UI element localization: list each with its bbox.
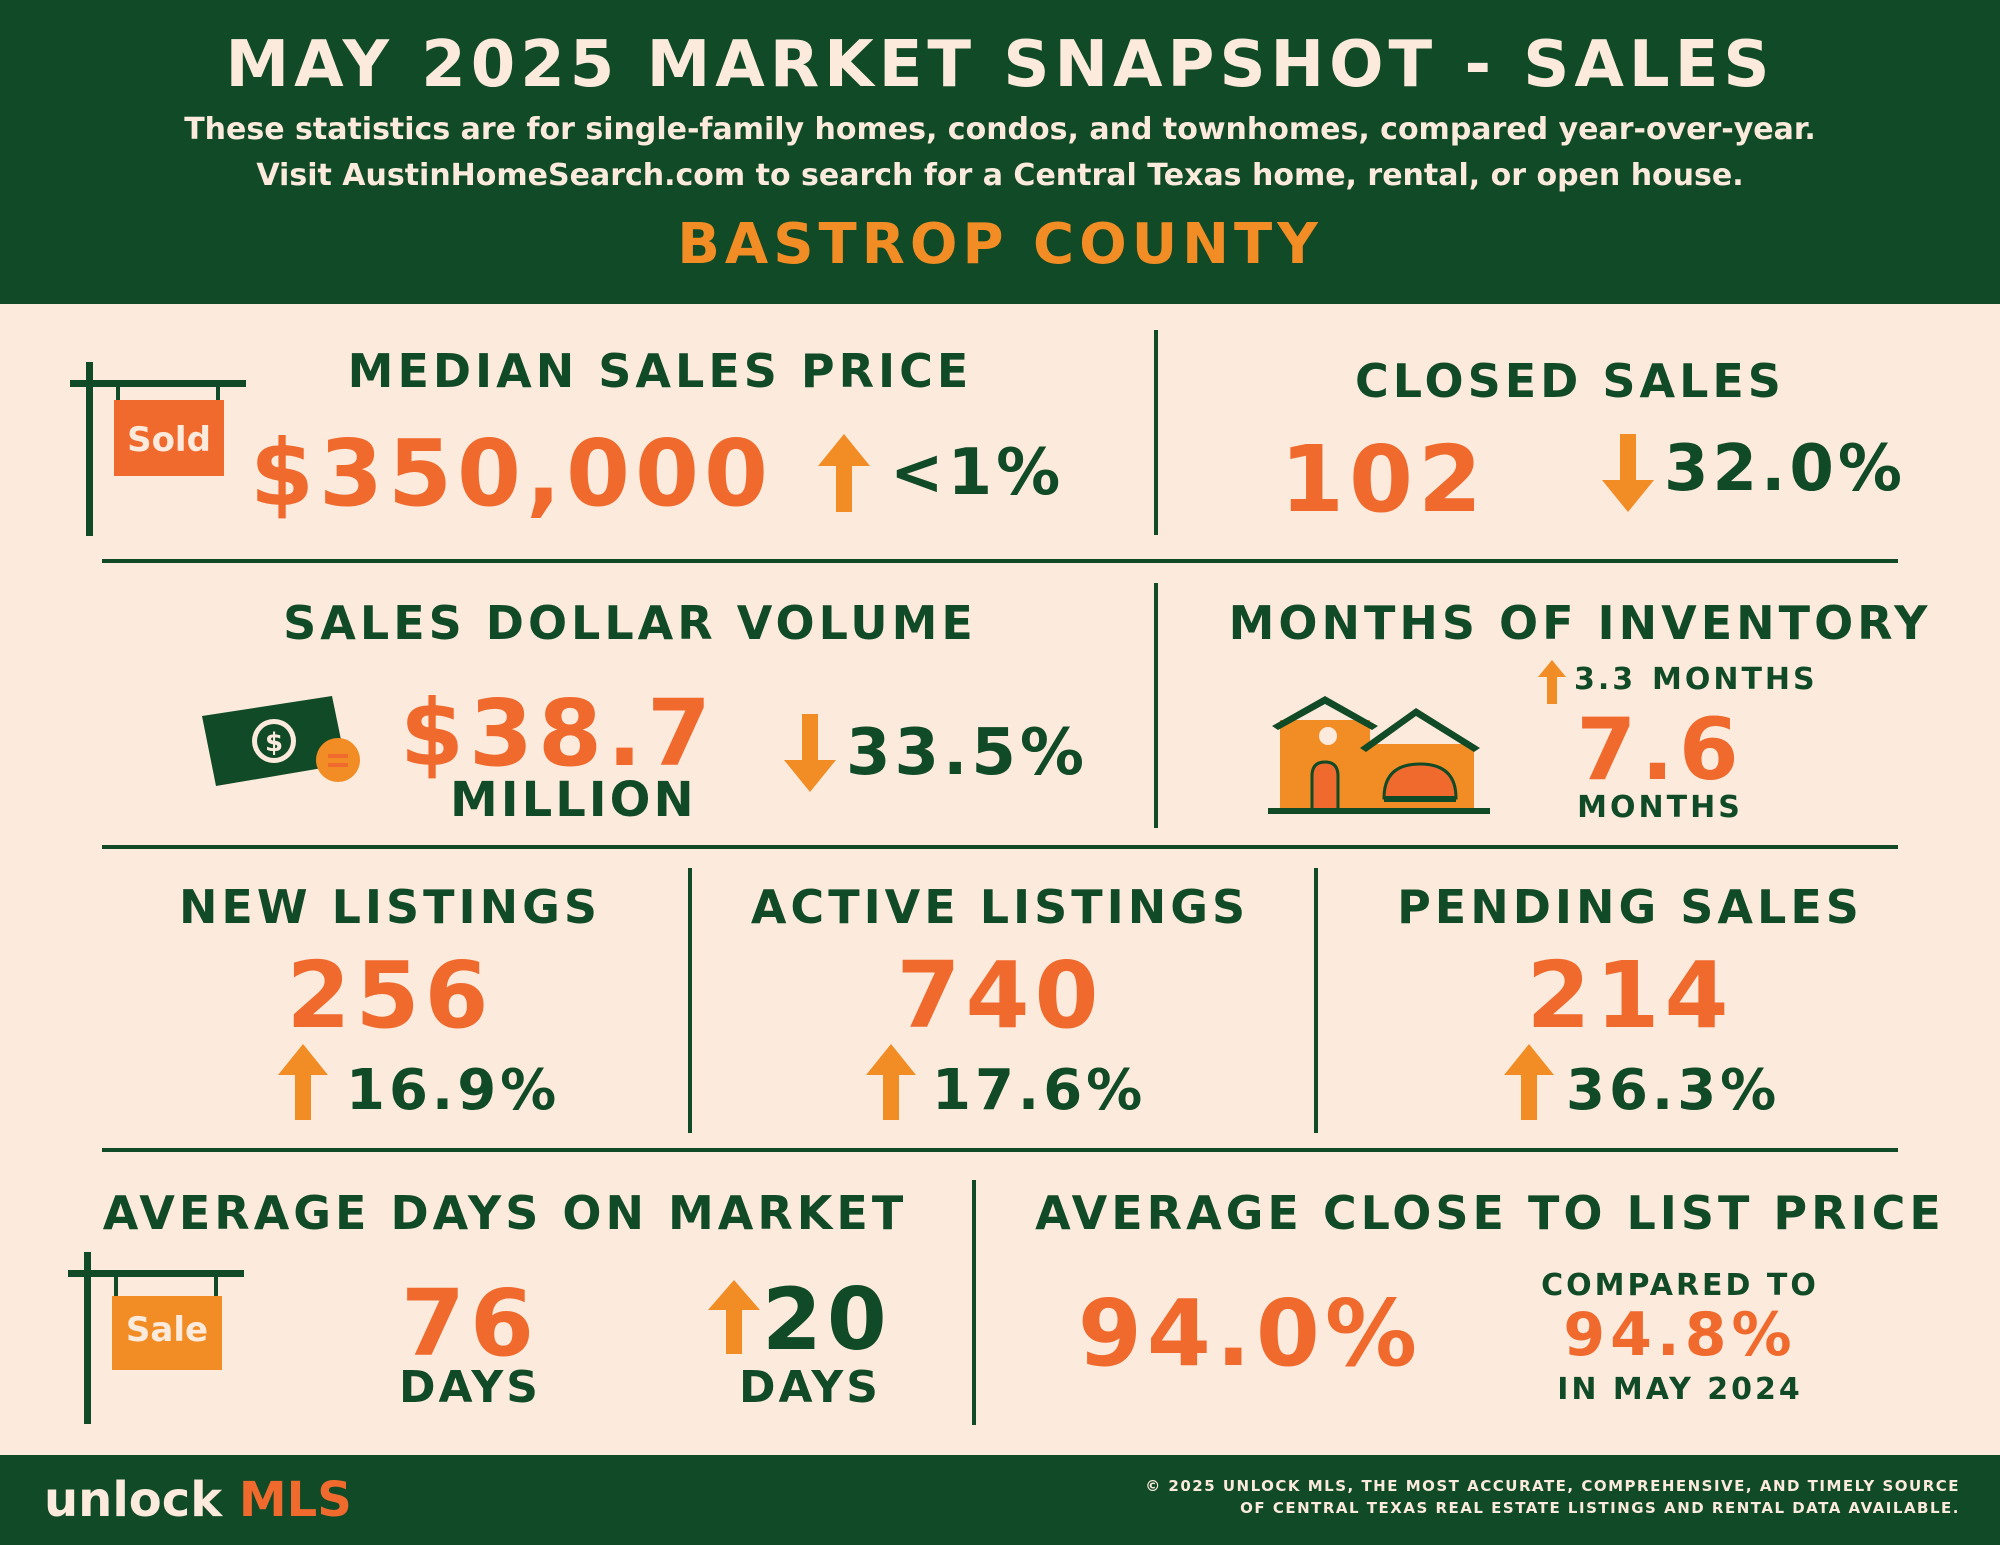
sales-dollar-volume-value: $38.7 <box>400 680 717 787</box>
sales-dollar-volume-change: 33.5% <box>846 716 1089 790</box>
active-listings-value: 740 <box>896 942 1104 1049</box>
median-sales-price-change: <1% <box>890 436 1065 510</box>
compare-value: 94.8% <box>1563 1300 1797 1370</box>
average-days-on-market-change: 20 <box>762 1270 892 1370</box>
sale-sign-icon <box>68 1252 244 1424</box>
closed-sales-label: CLOSED SALES <box>1355 354 1785 408</box>
months-of-inventory-change-value: 3.3 <box>1574 662 1637 697</box>
average-close-to-list-label: AVERAGE CLOSE TO LIST PRICE <box>1035 1186 1945 1240</box>
unlock-mls-logo: unlock MLS <box>44 1472 352 1528</box>
sold-sign-icon <box>70 362 246 536</box>
sales-dollar-volume-label: SALES DOLLAR VOLUME <box>283 596 977 650</box>
down-arrow-icon <box>1602 434 1654 512</box>
median-sales-price-value: $350,000 <box>250 420 774 527</box>
up-arrow-icon <box>818 434 870 512</box>
sales-dollar-volume-unit: MILLION <box>450 772 697 828</box>
up-arrow-icon <box>866 1044 916 1120</box>
average-close-to-list-value: 94.0% <box>1077 1280 1423 1387</box>
footer-bar <box>0 1455 2000 1545</box>
county-title: BASTROP COUNTY <box>677 212 1323 277</box>
divider-vertical-row3-a <box>688 868 692 1133</box>
svg-text:$: $ <box>265 728 283 758</box>
up-arrow-icon <box>708 1280 760 1354</box>
sold-sign-text: Sold <box>127 420 211 460</box>
sale-sign-text: Sale <box>125 1310 209 1350</box>
compare-label: COMPARED TO <box>1541 1268 1819 1303</box>
page-title: MAY 2025 MARKET SNAPSHOT - SALES <box>225 28 1775 102</box>
divider-horizontal-1 <box>102 559 1898 563</box>
copyright-line-2: OF CENTRAL TEXAS REAL ESTATE LISTINGS AN… <box>1240 1499 1960 1517</box>
average-days-on-market-unit: DAYS <box>399 1362 541 1413</box>
active-listings-change: 17.6% <box>932 1058 1147 1123</box>
compare-period: IN MAY 2024 <box>1557 1372 1803 1407</box>
divider-horizontal-2 <box>102 845 1898 849</box>
house-icon <box>1268 696 1490 814</box>
header-banner <box>0 0 2000 304</box>
divider-vertical-row4 <box>972 1180 976 1425</box>
new-listings-change: 16.9% <box>346 1058 561 1123</box>
average-days-on-market-value: 76 <box>400 1270 540 1377</box>
months-of-inventory-value: 7.6 <box>1576 700 1744 800</box>
logo-word: unlock <box>44 1472 223 1528</box>
copyright-line-1: © 2025 UNLOCK MLS, THE MOST ACCURATE, CO… <box>1145 1477 1960 1495</box>
pending-sales-value: 214 <box>1526 942 1734 1049</box>
divider-vertical-row1 <box>1154 330 1158 535</box>
divider-vertical-row3-b <box>1314 868 1318 1133</box>
months-of-inventory-label: MONTHS OF INVENTORY <box>1228 596 1932 650</box>
up-arrow-icon <box>278 1044 328 1120</box>
down-arrow-icon <box>784 714 836 792</box>
median-sales-price-label: MEDIAN SALES PRICE <box>347 344 973 398</box>
closed-sales-change: 32.0% <box>1664 432 1907 506</box>
divider-vertical-row2 <box>1154 583 1158 828</box>
pending-sales-label: PENDING SALES <box>1397 880 1863 934</box>
new-listings-value: 256 <box>286 942 494 1049</box>
months-of-inventory-unit: MONTHS <box>1577 790 1743 825</box>
divider-horizontal-3 <box>102 1148 1898 1152</box>
average-days-on-market-change-unit: DAYS <box>739 1362 881 1413</box>
money-icon: $ <box>202 696 360 786</box>
months-of-inventory-change-unit: MONTHS <box>1652 662 1818 697</box>
subtitle-line-2: Visit AustinHomeSearch.com to search for… <box>256 158 1744 193</box>
pending-sales-change: 36.3% <box>1566 1058 1781 1123</box>
up-arrow-icon <box>1538 660 1566 704</box>
subtitle-line-1: These statistics are for single-family h… <box>184 112 1816 147</box>
closed-sales-value: 102 <box>1280 426 1488 533</box>
up-arrow-icon <box>1504 1044 1554 1120</box>
average-days-on-market-label: AVERAGE DAYS ON MARKET <box>102 1186 908 1240</box>
active-listings-label: ACTIVE LISTINGS <box>750 880 1250 934</box>
logo-mls: MLS <box>238 1472 352 1528</box>
new-listings-label: NEW LISTINGS <box>178 880 602 934</box>
